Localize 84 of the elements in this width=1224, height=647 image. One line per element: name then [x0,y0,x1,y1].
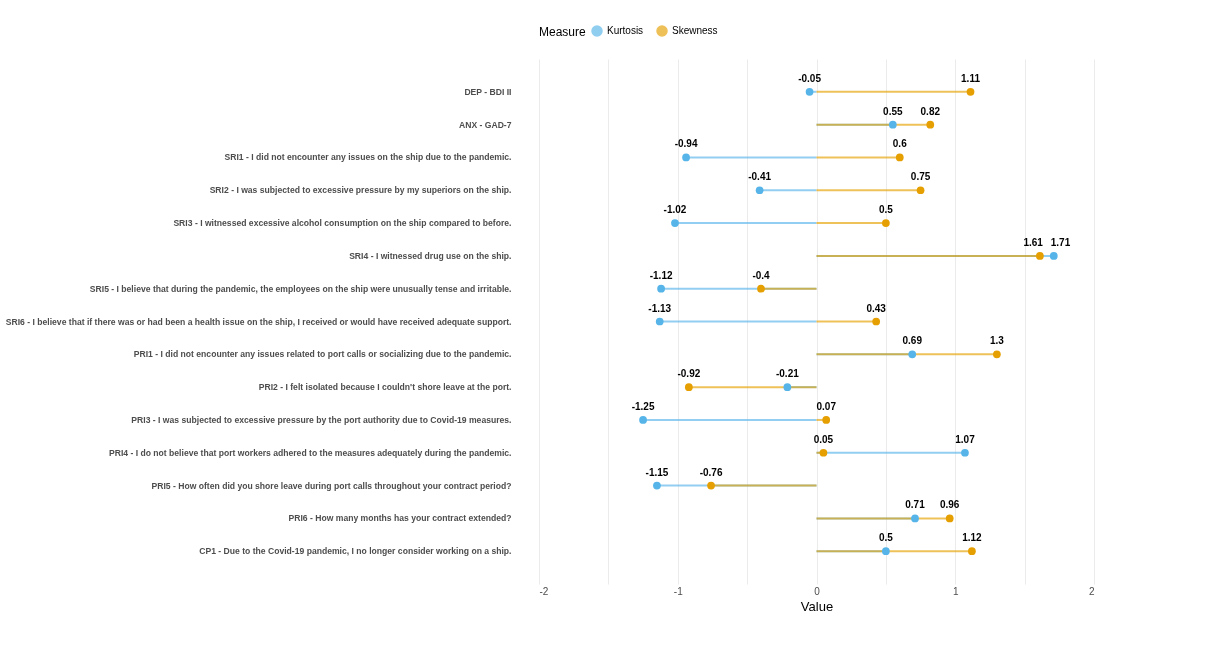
x-tick-label: 2 [1088,585,1095,597]
point [755,186,764,195]
data-label: 0.71 [905,499,926,511]
point [671,219,679,227]
point [882,547,890,556]
point [968,547,976,556]
data-label: 1.3 [989,335,1005,347]
y-tick-label: PRI6 - How many months has your contract extended? [288,513,512,524]
data-label: 0.07 [816,400,837,412]
point [882,219,890,227]
point [655,317,664,326]
point [657,284,665,293]
data-label: 0.69 [902,335,923,347]
y-tick-label: SRI6 - I believe that if there was or had been a health issue on the ship, I received or would have received adequate support. [5,316,512,327]
y-tick-label: SRI4 - I witnessed drug use on the ship. [349,250,512,261]
point [888,120,897,129]
y-tick-label: PRI1 - I did not encounter any issues related to port calls or socializing due to the pandemic. [133,349,512,360]
data-label: 0.55 [883,105,903,117]
point [872,317,881,326]
point [822,416,831,424]
data-label: 1.61 [1023,236,1044,248]
y-tick-label: PRI3 - I was subjected to excessive pressure by the port authority due to Covid-19 measures. [131,414,512,425]
data-label: -1.02 [663,204,687,216]
legend-title: Measure [539,25,587,39]
y-tick-label: DEP - BDI II [464,86,512,97]
data-label: 1.11 [961,72,981,84]
point [653,481,661,490]
y-tick-label: SRI1 - I did not encounter any issues on the ship due to the pandemic. [224,152,512,163]
data-label: 0.5 [878,532,894,544]
data-label: -1.13 [648,302,672,314]
x-tick-label: 0 [814,585,821,597]
point [682,153,690,162]
point [916,186,925,195]
point [783,383,792,391]
point [966,87,975,96]
data-label: 0.05 [813,433,834,445]
data-label: 1.71 [1050,236,1071,248]
data-label: 1.12 [962,532,983,544]
point [961,448,969,457]
legend-label: Skewness [672,25,718,36]
data-label: -1.25 [631,400,655,412]
data-label: 0.82 [920,105,941,117]
legend-label: Kurtosis [607,25,644,36]
point [895,153,904,162]
x-tick-label: 1 [952,585,959,597]
point [639,416,647,424]
data-label: -0.41 [748,171,772,183]
y-tick-label: PRI2 - I felt isolated because I couldn't shore leave at the port. [258,382,512,393]
point [805,87,814,96]
y-tick-label: SRI3 - I witnessed excessive alcohol consumption on the ship compared to before. [173,218,512,229]
point [1049,252,1058,260]
x-tick-label: -1 [673,585,684,597]
point [757,284,765,293]
data-label: 0.75 [910,171,931,183]
y-tick-label: PRI4 - I do not believe that port workers adhered to the measures adequately during the pandemic. [108,447,512,458]
data-label: -1.15 [645,466,669,478]
point [993,350,1001,359]
y-tick-label: ANX - GAD-7 [458,119,512,130]
y-tick-label: PRI5 - How often did you shore leave during port calls throughout your contract period? [151,480,512,491]
point [707,481,715,490]
data-label: -0.94 [674,138,698,150]
point [1036,252,1044,260]
data-label: -0.76 [699,466,723,478]
data-label: -0.92 [677,368,701,380]
x-axis-title: Value [800,598,834,614]
y-tick-label: SRI2 - I was subjected to excessive pressure by my superiors on the ship. [209,185,512,196]
data-label: -1.12 [649,269,673,281]
data-label: 0.6 [892,138,908,150]
x-tick-label: -2 [539,585,549,597]
y-tick-label: SRI5 - I believe that during the pandemic, the employees on the ship were unusually tense and irritable. [89,283,512,294]
point [926,120,935,129]
point [908,350,917,359]
point [819,448,828,457]
data-label: -0.21 [775,368,800,380]
data-label: -0.05 [798,72,822,84]
y-tick-label: CP1 - Due to the Covid-19 pandemic, I no longer consider working on a ship. [199,546,512,557]
point [911,514,919,523]
data-label: 0.43 [866,302,887,314]
point [945,514,954,523]
point [684,383,693,391]
data-label: 0.96 [939,499,960,511]
data-label: 0.5 [878,204,894,216]
data-label: -0.4 [752,269,771,281]
data-label: 1.07 [955,433,976,445]
